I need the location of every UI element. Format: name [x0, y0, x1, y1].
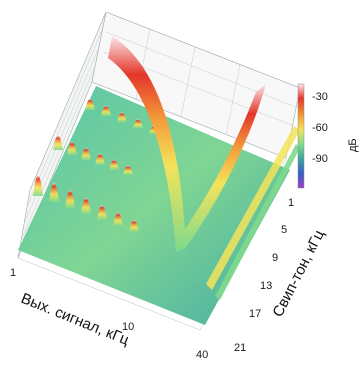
harmonic-ridge-2 [215, 144, 300, 300]
harmonic-peak [49, 182, 59, 202]
harmonic-peak [109, 159, 119, 170]
difference-tone-ridge [176, 84, 266, 250]
harmonic-peak [123, 165, 133, 175]
x-axis-title: Вых. сигнал, кГц [19, 290, 132, 349]
harmonic-peak [85, 98, 95, 110]
harmonic-peak [81, 197, 91, 214]
harmonic-peak [33, 175, 43, 196]
harmonic-peak [133, 119, 143, 128]
colorbar: -30 -60 -90 дБ [297, 83, 359, 189]
harmonic-peak [129, 219, 139, 232]
x-tick-label: 10 [122, 321, 134, 333]
harmonic-peak [95, 153, 105, 165]
harmonic-peak [53, 135, 63, 150]
x-tick-label: 40 [196, 349, 208, 361]
y-tick-label: 5 [281, 224, 287, 236]
x-tick-label: 1 [10, 267, 16, 279]
harmonic-peak [117, 112, 127, 122]
colorbar-tick-label: -30 [312, 91, 328, 103]
y-tick-label: 17 [249, 308, 261, 320]
harmonic-peak [113, 212, 123, 226]
colorbar-scale [297, 83, 305, 189]
colorbar-tick-label: -60 [312, 122, 328, 134]
y-axis-title: Свип-тон, кГц [269, 227, 328, 320]
sweep-tone-ridge [108, 36, 186, 252]
harmonic-peak [101, 105, 111, 116]
colorbar-tick-label: -90 [312, 153, 328, 165]
harmonic-peak [65, 190, 75, 208]
y-tick-label: 9 [272, 252, 278, 264]
y-tick-label: 1 [288, 197, 294, 209]
harmonic-peak [67, 141, 77, 155]
colorbar-unit-label: дБ [347, 138, 359, 152]
harmonic-peaks [33, 98, 159, 232]
harmonic-ridge [206, 126, 300, 290]
harmonic-peak [81, 147, 91, 160]
y-tick-label: 21 [234, 342, 246, 354]
harmonic-peak [97, 205, 107, 220]
spectrum-surface [18, 36, 300, 325]
y-tick-label: 13 [260, 280, 272, 292]
